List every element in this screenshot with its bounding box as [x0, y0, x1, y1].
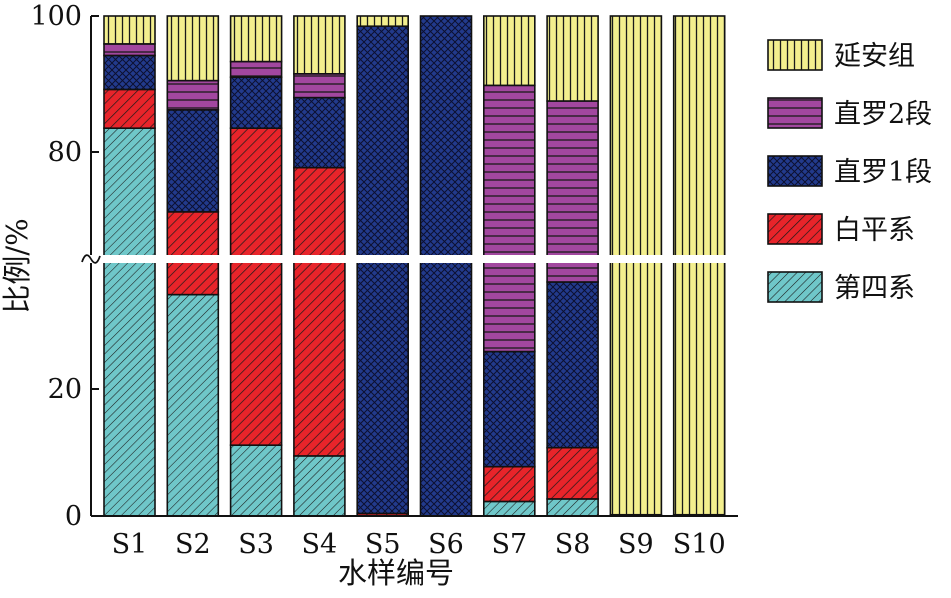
legend-swatch-2 — [767, 155, 823, 187]
bar-S3-series-4 — [229, 15, 283, 63]
bar-S7-series-0 — [482, 500, 536, 517]
legend-swatch-4 — [767, 271, 823, 303]
bar-S3-series-1 — [229, 127, 283, 446]
y-tick-label-100: 100 — [30, 1, 82, 32]
bar-S1-series-3 — [103, 43, 156, 57]
y-axis-title: 比例/% — [0, 218, 34, 313]
bar-S1-series-2 — [103, 54, 156, 91]
x-tick-label-S7: S7 — [491, 529, 527, 560]
legend-label-3: 白平系 — [834, 215, 915, 246]
x-tick-label-S6: S6 — [428, 529, 464, 560]
bar-S5-series-4 — [356, 15, 410, 27]
x-tick-label-S1: S1 — [112, 529, 148, 560]
bar-S1-series-1 — [103, 88, 156, 130]
bar-S8-series-1 — [546, 446, 599, 500]
bar-S1-series-0 — [103, 127, 156, 517]
x-tick-label-S4: S4 — [302, 529, 338, 560]
x-axis-title: 水样编号 — [338, 556, 454, 590]
legend-label-4: 第四系 — [834, 273, 915, 304]
y-tick-label-20: 20 — [48, 374, 82, 405]
bar-S5-series-2 — [356, 25, 410, 515]
bar-S2-series-4 — [166, 15, 220, 82]
bars-layer — [103, 15, 726, 517]
bar-S7-series-4 — [482, 15, 536, 87]
bar-S2-series-0 — [166, 293, 220, 517]
x-tick-label-S2: S2 — [175, 529, 211, 560]
bar-S2-series-1 — [166, 211, 220, 296]
bar-S7-series-2 — [482, 350, 536, 468]
bar-S4-series-0 — [293, 455, 346, 517]
bar-S8-series-2 — [546, 281, 599, 449]
bar-S3-series-3 — [229, 60, 283, 79]
x-tick-label-S5: S5 — [365, 529, 401, 560]
bar-S8-series-3 — [546, 100, 599, 283]
x-tick-label-S9: S9 — [618, 529, 654, 560]
axis-break-mark — [81, 254, 101, 264]
bar-S8-series-0 — [546, 498, 599, 517]
bar-S7-series-3 — [482, 84, 536, 353]
legend-swatch-1 — [767, 97, 823, 129]
bar-S3-series-0 — [229, 444, 283, 517]
bar-S9-series-4 — [609, 15, 663, 516]
bar-S7-series-1 — [482, 465, 536, 503]
bar-S2-series-3 — [166, 79, 220, 111]
y-ticks: 100 80 20 0 — [30, 1, 99, 532]
legend-swatch-3 — [767, 213, 823, 245]
axis-break-gap — [80, 255, 740, 263]
x-tick-labels: S1 S2 S3 S4 S5 S6 S7 S8 S9 S10 — [112, 529, 726, 560]
bar-S4-series-3 — [293, 73, 346, 99]
bar-S4-series-4 — [293, 15, 346, 75]
legend-label-0: 延安组 — [834, 41, 915, 72]
bar-S6-series-2 — [419, 15, 473, 517]
y-tick-label-0: 0 — [65, 501, 82, 532]
bar-S4-series-1 — [293, 166, 346, 457]
x-tick-label-S3: S3 — [238, 529, 274, 560]
legend-label-2: 直罗1段 — [834, 157, 932, 188]
x-tick-label-S10: S10 — [673, 529, 726, 560]
bar-S10-series-4 — [672, 15, 726, 516]
bar-S3-series-2 — [229, 76, 283, 129]
bar-S4-series-2 — [293, 96, 346, 169]
bar-S8-series-4 — [546, 15, 599, 102]
y-tick-label-80: 80 — [48, 137, 82, 168]
bar-S2-series-2 — [166, 109, 220, 213]
legend-label-1: 直罗2段 — [834, 99, 932, 130]
legend-swatch-0 — [767, 39, 823, 71]
bar-S1-series-4 — [103, 15, 156, 45]
x-tick-label-S8: S8 — [555, 529, 591, 560]
